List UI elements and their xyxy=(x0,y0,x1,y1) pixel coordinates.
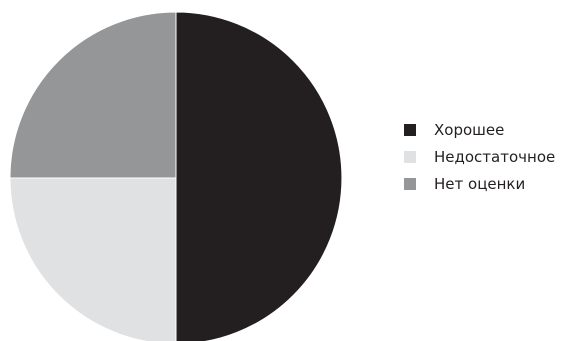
legend-item-no-grade: Нет оценки xyxy=(404,174,582,194)
legend: Хорошее Недостаточное Нет оценки xyxy=(404,120,582,201)
legend-label-good: Хорошее xyxy=(434,121,505,139)
legend-swatch-good xyxy=(404,124,416,136)
legend-label-insufficient: Недостаточное xyxy=(434,148,556,166)
legend-label-no-grade: Нет оценки xyxy=(434,175,526,193)
legend-swatch-no-grade xyxy=(404,178,416,190)
pie-slices xyxy=(9,11,343,341)
pie-slice-no-grade xyxy=(9,11,177,179)
legend-item-insufficient: Недостаточное xyxy=(404,147,582,167)
legend-swatch-insufficient xyxy=(404,151,416,163)
pie-slice-insufficient xyxy=(9,177,177,341)
pie-slice-good xyxy=(175,11,343,341)
legend-item-good: Хорошее xyxy=(404,120,582,140)
